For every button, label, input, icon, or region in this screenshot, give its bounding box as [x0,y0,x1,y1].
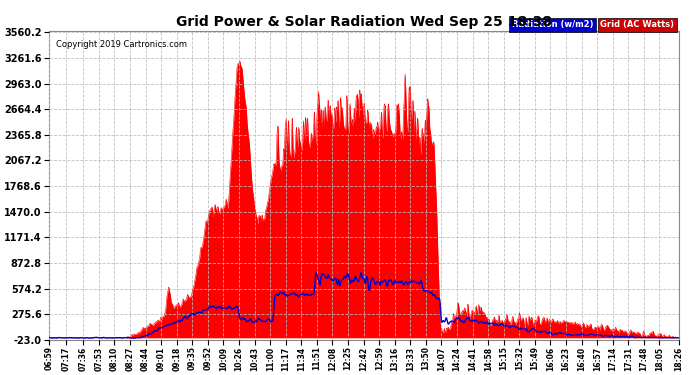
Text: Grid (AC Watts): Grid (AC Watts) [600,20,674,29]
Text: Copyright 2019 Cartronics.com: Copyright 2019 Cartronics.com [56,40,187,49]
Text: Radiation (w/m2): Radiation (w/m2) [512,20,593,29]
Title: Grid Power & Solar Radiation Wed Sep 25 18:38: Grid Power & Solar Radiation Wed Sep 25 … [176,15,552,29]
